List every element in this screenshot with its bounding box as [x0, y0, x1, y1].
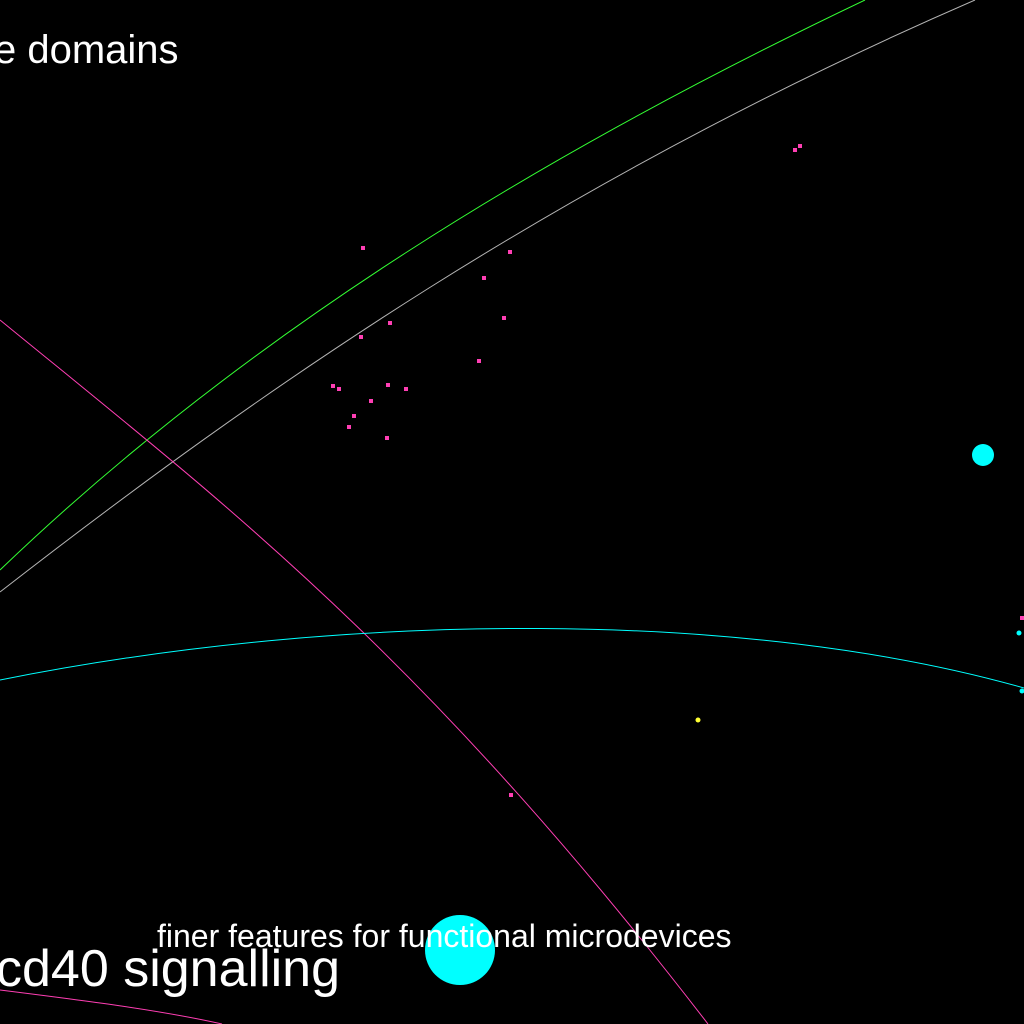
pink-node — [388, 321, 392, 325]
pink-node — [477, 359, 481, 363]
edge-cyan-arc — [0, 627, 1024, 689]
edge-pink-bottom — [0, 989, 223, 1024]
pink-node — [404, 387, 408, 391]
pink-node — [347, 425, 351, 429]
cyan-node-small — [1016, 630, 1022, 636]
pink-node — [386, 383, 390, 387]
domain-label-top: e domains — [0, 28, 179, 72]
edge-green-arc — [0, 0, 866, 571]
pink-node — [337, 387, 341, 391]
cyan-node-small — [1019, 688, 1024, 694]
pink-node — [502, 316, 506, 320]
yellow-node — [695, 717, 701, 723]
pink-node — [369, 399, 373, 403]
pink-node — [361, 246, 365, 250]
pink-node — [331, 384, 335, 388]
pink-node — [793, 148, 797, 152]
pink-node — [482, 276, 486, 280]
edge-gray-arc — [0, 0, 976, 593]
cyan-node-large — [425, 915, 495, 985]
node-layer — [331, 144, 1024, 985]
microdevices-label: finer features for functional microdevic… — [157, 918, 732, 954]
pink-node — [508, 250, 512, 254]
cyan-node-medium — [972, 444, 994, 466]
pink-node — [352, 414, 356, 418]
pink-node — [385, 436, 389, 440]
pink-node — [798, 144, 802, 148]
signalling-label: cd40 signalling — [0, 940, 341, 998]
pink-node — [359, 335, 363, 339]
pink-node — [509, 793, 513, 797]
edge-pink-diagonal — [0, 319, 709, 1024]
pink-node — [1020, 616, 1024, 620]
